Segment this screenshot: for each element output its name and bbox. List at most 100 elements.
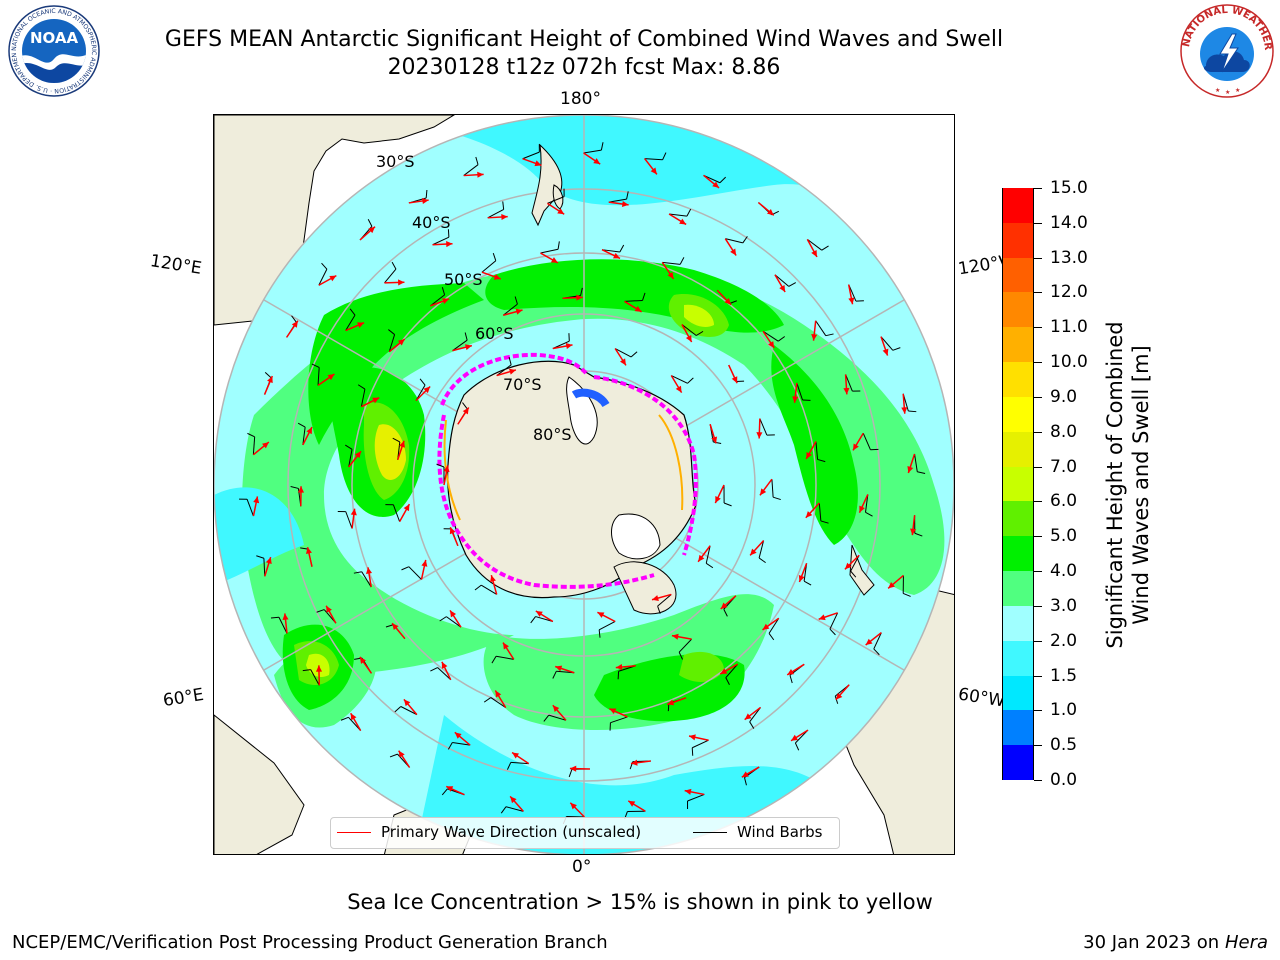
colorbar-segment bbox=[1003, 326, 1033, 363]
wave-direction-arrow bbox=[703, 174, 720, 189]
wave-direction-arrow bbox=[644, 158, 658, 175]
wave-direction-arrow bbox=[350, 712, 362, 731]
lon-label-upper-left: 120°E bbox=[148, 251, 203, 279]
colorbar-tick bbox=[1034, 501, 1042, 503]
wind-barb bbox=[530, 616, 553, 624]
wave-direction-arrow bbox=[583, 152, 601, 165]
wave-direction-arrow bbox=[443, 465, 450, 486]
noaa-logo: NATIONAL OCEANIC AND ATMOSPHERIC ADMINIS… bbox=[8, 5, 100, 97]
wave-direction-arrow bbox=[835, 684, 850, 701]
wind-barb bbox=[762, 330, 786, 342]
wind-barb bbox=[247, 432, 256, 455]
wind-barb bbox=[725, 663, 739, 685]
wave-direction-arrow bbox=[445, 785, 465, 796]
wave-direction-arrow bbox=[403, 698, 418, 716]
wind-barb bbox=[598, 621, 616, 638]
wind-barb bbox=[302, 669, 320, 686]
wind-barb bbox=[771, 479, 781, 501]
wave-direction-arrow bbox=[757, 201, 775, 216]
wave-direction-arrow bbox=[361, 397, 380, 408]
wind-barb bbox=[394, 706, 418, 716]
wave-direction-arrow bbox=[452, 344, 473, 352]
wind-barb bbox=[873, 632, 882, 656]
wave-direction-arrow bbox=[325, 605, 337, 624]
wave-direction-arrow bbox=[805, 502, 820, 519]
colorbar bbox=[1002, 187, 1034, 780]
wave-direction-arrow bbox=[554, 665, 575, 674]
svg-text:★: ★ bbox=[1235, 87, 1240, 94]
wave-direction-arrow bbox=[408, 197, 429, 204]
wind-barb bbox=[796, 382, 811, 401]
wind-barb bbox=[430, 287, 446, 307]
wind-barb bbox=[430, 667, 452, 681]
svg-text:★: ★ bbox=[1215, 87, 1220, 94]
lat-label-80s: 80°S bbox=[533, 425, 572, 444]
colorbar-tick bbox=[1034, 327, 1042, 329]
colorbar-segment bbox=[1003, 187, 1033, 223]
wave-direction-arrow bbox=[552, 343, 573, 350]
colorbar-tick-label: 3.0 bbox=[1050, 595, 1078, 616]
wave-direction-arrow bbox=[651, 593, 672, 602]
wave-direction-arrow bbox=[880, 336, 889, 356]
wind-barb bbox=[865, 494, 873, 517]
wave-direction-arrow bbox=[762, 617, 780, 631]
wind-barb bbox=[483, 697, 506, 709]
svg-text:★: ★ bbox=[1225, 89, 1230, 96]
colorbar-tick-label: 1.0 bbox=[1050, 700, 1078, 721]
colorbar-segment bbox=[1003, 222, 1033, 258]
colorbar-tick-label: 8.0 bbox=[1050, 421, 1078, 442]
wind-barb bbox=[671, 375, 694, 384]
colorbar-tick-label: 10.0 bbox=[1050, 352, 1088, 373]
wind-barb bbox=[749, 707, 761, 729]
wind-barb bbox=[687, 793, 705, 809]
colorbar-tick bbox=[1034, 780, 1042, 781]
wind-barb bbox=[239, 498, 254, 517]
wind-barb bbox=[385, 504, 401, 522]
wave-direction-arrow bbox=[865, 632, 882, 646]
colorbar-title-line-1: Significant Height of Combined bbox=[1103, 321, 1127, 649]
wind-barb bbox=[491, 655, 514, 664]
wave-direction-arrow bbox=[798, 563, 808, 583]
wave-direction-arrow bbox=[535, 610, 554, 623]
wind-barb bbox=[345, 444, 353, 468]
legend-barb-label: Wind Barbs bbox=[737, 823, 823, 841]
colorbar-segment bbox=[1003, 500, 1033, 537]
colorbar-tick-label: 1.5 bbox=[1050, 665, 1078, 686]
colorbar-segment bbox=[1003, 535, 1033, 572]
wave-direction-arrow bbox=[366, 567, 373, 588]
wave-direction-arrow bbox=[666, 697, 687, 706]
wave-direction-arrow bbox=[858, 494, 869, 513]
lon-label-lower-right: 60°W bbox=[956, 684, 1007, 712]
wave-direction-arrow bbox=[843, 374, 850, 395]
colorbar-segment bbox=[1003, 291, 1033, 328]
colorbar-tick-label: 13.0 bbox=[1050, 247, 1088, 268]
wave-direction-arrow bbox=[509, 795, 524, 812]
colorbar-tick bbox=[1034, 745, 1042, 747]
wind-barb bbox=[862, 433, 879, 451]
footer-left: NCEP/EMC/Verification Post Processing Pr… bbox=[12, 932, 608, 953]
colorbar-tick bbox=[1034, 571, 1042, 573]
wave-direction-arrow bbox=[263, 375, 274, 395]
wave-direction-arrow bbox=[552, 704, 567, 721]
colorbar-segment bbox=[1003, 396, 1033, 432]
wave-direction-arrow bbox=[790, 729, 809, 742]
wave-direction-arrow bbox=[391, 622, 406, 640]
wave-direction-arrow bbox=[681, 324, 693, 343]
wind-barb bbox=[914, 453, 926, 474]
colorbar-tick-label: 5.0 bbox=[1050, 526, 1078, 547]
wave-direction-arrow bbox=[264, 556, 272, 577]
colorbar-segment bbox=[1003, 709, 1033, 746]
wave-direction-arrow bbox=[317, 373, 335, 387]
wave-direction-arrow bbox=[398, 503, 411, 522]
wave-direction-arrow bbox=[627, 800, 646, 812]
wind-barb bbox=[388, 329, 396, 352]
wave-direction-arrow bbox=[490, 574, 498, 595]
wind-barb bbox=[624, 292, 646, 302]
wave-direction-arrow bbox=[297, 486, 305, 507]
title-line-1: GEFS MEAN Antarctic Significant Height o… bbox=[164, 27, 1004, 52]
colorbar-tick bbox=[1034, 292, 1042, 294]
wave-direction-arrow bbox=[601, 249, 621, 260]
lon-label-lower-left: 60°E bbox=[161, 684, 206, 712]
wave-direction-arrow bbox=[852, 432, 864, 451]
wave-direction-arrow bbox=[774, 274, 786, 293]
